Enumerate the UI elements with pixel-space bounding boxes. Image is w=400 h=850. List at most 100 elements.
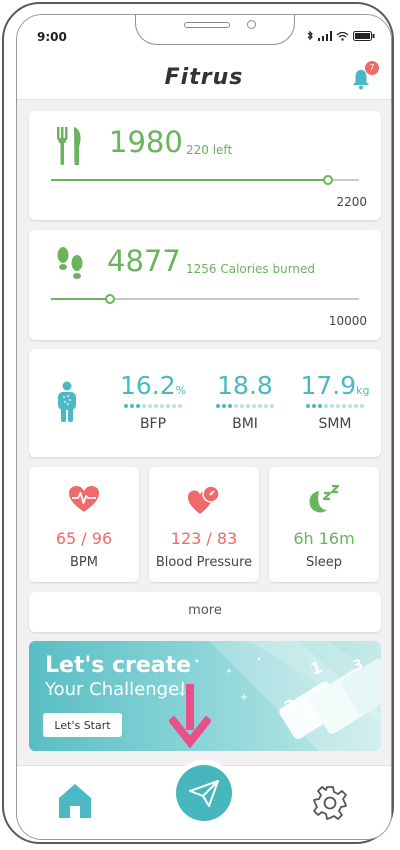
banner-subtitle: Your Challenge! xyxy=(45,679,187,700)
signal-icon xyxy=(318,30,332,41)
bfp-unit: % xyxy=(175,384,187,397)
level-dot xyxy=(342,404,346,408)
level-dot xyxy=(348,404,352,408)
level-dot xyxy=(166,404,170,408)
heart-rate-value: 65 / 96 xyxy=(55,529,113,548)
status-time: 9:00 xyxy=(37,30,67,44)
steps-calories: 1256 Calories burned xyxy=(186,262,316,276)
status-icons xyxy=(307,30,375,41)
home-icon[interactable] xyxy=(57,782,93,820)
sleep-card[interactable]: 6h 16m Sleep xyxy=(269,467,379,582)
phone-frame: 9:00 Fitrus 7 xyxy=(2,2,394,844)
bell-icon[interactable] xyxy=(349,67,373,91)
bfp-value-wrap: 16.2% xyxy=(109,371,197,400)
send-button[interactable] xyxy=(171,760,237,826)
level-dot xyxy=(154,404,158,408)
calorie-goal: 2200 xyxy=(336,195,367,209)
steps-goal: 10000 xyxy=(328,314,367,328)
smm-level-dots xyxy=(291,404,379,408)
blood-pressure-icon-wrap xyxy=(149,485,259,515)
notification-badge: 7 xyxy=(365,61,379,75)
heart-rate-card[interactable]: 65 / 96 BPM xyxy=(29,467,139,582)
level-dot xyxy=(178,404,182,408)
battery-icon xyxy=(353,30,375,41)
calorie-progress-bar xyxy=(51,175,359,185)
level-dot xyxy=(330,404,334,408)
steps-progress-bar xyxy=(51,294,359,304)
smm-metric: 17.9kg SMM xyxy=(291,371,379,432)
heart-icon-wrap xyxy=(29,485,139,513)
smm-unit: kg xyxy=(356,384,370,397)
phone-notch xyxy=(135,15,295,45)
moon-zzz-icon xyxy=(309,485,340,513)
heart-pulse-icon xyxy=(69,486,99,512)
challenge-banner[interactable]: 1 2 3 Let's create Your Challenge! Let's… xyxy=(29,641,381,751)
level-dot xyxy=(360,404,364,408)
bfp-level-dots xyxy=(109,404,197,408)
wifi-icon xyxy=(336,31,349,41)
level-dot xyxy=(136,404,140,408)
level-dot xyxy=(124,404,128,408)
level-dot xyxy=(246,404,250,408)
bfp-metric: 16.2% BFP xyxy=(109,371,197,432)
level-dot xyxy=(264,404,268,408)
arrow-down-icon xyxy=(169,684,211,749)
level-dot xyxy=(130,404,134,408)
body-composition-card[interactable]: 16.2% BFP 18.8 BMI 17.9kg SMM xyxy=(29,349,381,457)
steps-card[interactable]: 4877 1256 Calories burned 10000 xyxy=(29,230,381,340)
footprints-icon xyxy=(57,247,83,279)
sleep-label: Sleep xyxy=(305,555,343,570)
level-dot xyxy=(222,404,226,408)
level-dot xyxy=(148,404,152,408)
podium-illustration: 1 2 3 xyxy=(179,641,381,751)
blood-pressure-card[interactable]: 123 / 83 Blood Pressure xyxy=(149,467,259,582)
app-screen: 9:00 Fitrus 7 xyxy=(16,14,392,840)
bmi-level-dots xyxy=(201,404,289,408)
level-dot xyxy=(312,404,316,408)
banner-title: Let's create xyxy=(45,653,192,678)
front-camera xyxy=(247,20,256,29)
body-figure-icon xyxy=(58,381,76,422)
level-dot xyxy=(228,404,232,408)
level-dot xyxy=(318,404,322,408)
level-dot xyxy=(336,404,340,408)
sleep-value: 6h 16m xyxy=(293,529,355,548)
bluetooth-icon xyxy=(307,30,313,41)
start-challenge-button[interactable]: Let's Start xyxy=(43,713,122,737)
bfp-value: 16.2 xyxy=(119,371,176,400)
level-dot xyxy=(258,404,262,408)
more-button[interactable]: more xyxy=(29,592,381,632)
steps-progress-knob[interactable] xyxy=(104,294,115,304)
calorie-progress-knob[interactable] xyxy=(323,175,334,185)
bfp-label: BFP xyxy=(139,416,167,432)
level-dot xyxy=(172,404,176,408)
fork-knife-icon xyxy=(57,127,81,165)
bottom-nav xyxy=(17,760,391,839)
blood-pressure-label: Blood Pressure xyxy=(155,555,253,570)
calorie-progress-fill xyxy=(51,179,329,181)
sleep-icon-wrap xyxy=(269,485,379,515)
heart-rate-label: BPM xyxy=(70,555,98,570)
steps-progress-fill xyxy=(51,298,110,300)
app-header: Fitrus 7 xyxy=(17,59,391,100)
smm-value: 17.9 xyxy=(300,371,357,400)
bmi-label: BMI xyxy=(232,416,258,432)
level-dot xyxy=(354,404,358,408)
calorie-remaining: 220 left xyxy=(186,143,233,157)
smm-value-wrap: 17.9kg xyxy=(291,371,379,400)
smm-label: SMM xyxy=(318,416,352,432)
send-icon xyxy=(189,780,219,807)
level-dot xyxy=(306,404,310,408)
bmi-value-wrap: 18.8 xyxy=(201,371,289,400)
bmi-metric: 18.8 BMI xyxy=(201,371,289,432)
gear-icon[interactable] xyxy=(311,784,349,822)
app-title: Fitrus xyxy=(164,65,244,90)
level-dot xyxy=(252,404,256,408)
level-dot xyxy=(160,404,164,408)
send-button-circle xyxy=(176,765,232,821)
calorie-value: 1980 xyxy=(109,125,183,159)
level-dot xyxy=(234,404,238,408)
calorie-intake-card[interactable]: 1980 220 left 2200 xyxy=(29,111,381,220)
more-label: more xyxy=(188,603,222,618)
steps-value: 4877 xyxy=(107,244,181,278)
